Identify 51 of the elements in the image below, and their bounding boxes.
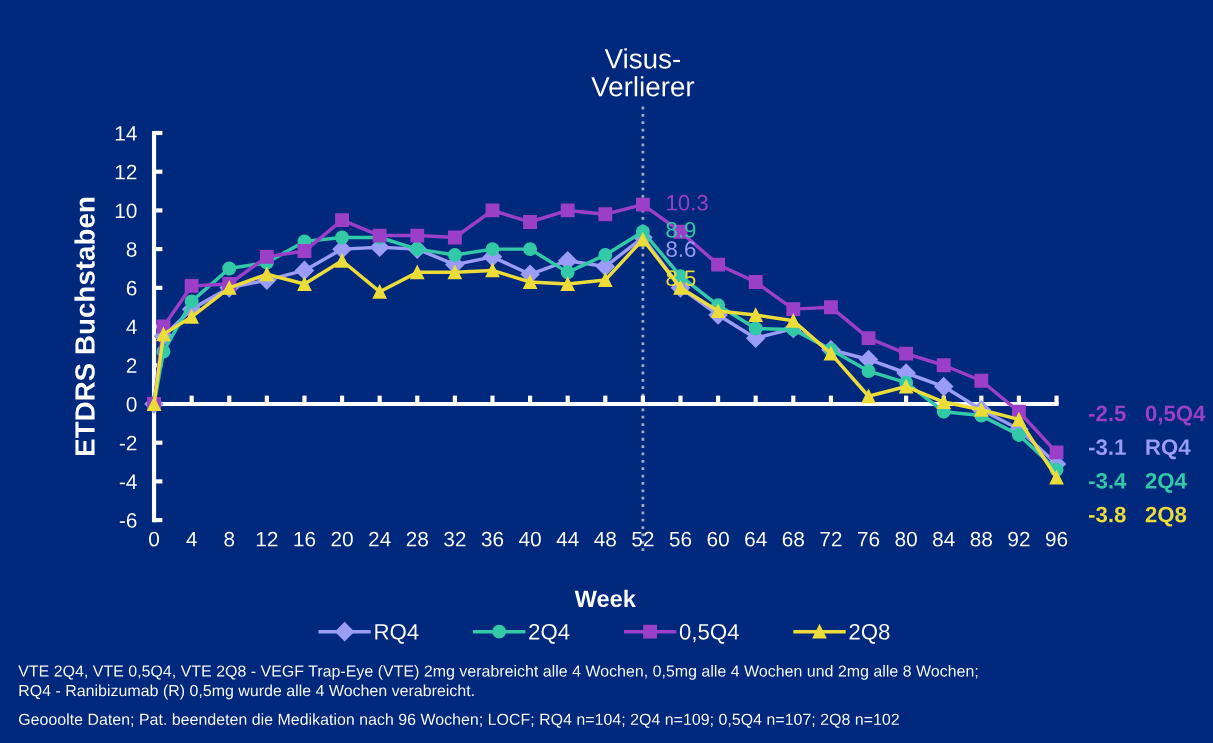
x-tick-label: 20 (331, 531, 353, 547)
text: Geooolte Daten; Pat. beendeten die Medikation nach 96 Wochen; LOCF; RQ4 n=104; 2Q4 n=109; 0,5Q4 n=107; 2Q8 n=102 (19, 713, 899, 728)
x-tick-label: 32 (444, 531, 466, 547)
x-tick-label: 48 (594, 531, 616, 547)
y-tick-label: -6 (119, 513, 137, 528)
x-tick-label: 16 (294, 531, 316, 547)
legend-label: RQ4 (375, 623, 419, 644)
x-tick-label: 36 (481, 531, 504, 547)
data-label: 8.6 (666, 241, 696, 258)
x-tick-label: 92 (1008, 531, 1030, 547)
x-tick-label: 72 (820, 531, 842, 547)
x-tick-label: 56 (669, 531, 692, 547)
legend-label: 2Q8 (849, 623, 890, 644)
text: -2.5 0,5Q4 (1088, 405, 1206, 426)
x-tick-label: 80 (895, 531, 917, 547)
x-tick-label: 52 (632, 531, 654, 547)
ref-line-label: Visus- Verlierer (591, 48, 695, 97)
y-tick-label: 10 (115, 203, 137, 219)
x-tick-label: 76 (857, 531, 880, 547)
y-axis-title: ETDRS Buchstaben (74, 197, 95, 456)
y-tick-label: 8 (126, 242, 137, 257)
text: VTE 2Q4, VTE 0,5Q4, VTE 2Q8 - VEGF Trap-Eye (VTE) 2mg verabreicht alle 4 Wochen, 0,5mg alle 4 Wochen und 2mg alle 8 Wochen; RQ4 - Ranibizumab (R) 0,5mg wurde alle 4 Wochen verabreicht. (18, 664, 978, 700)
x-axis-title: Week (574, 589, 636, 608)
text: -3.1 RQ4 (1088, 439, 1191, 460)
y-tick-label: 6 (126, 280, 137, 296)
y-tick-label: -4 (119, 474, 137, 489)
x-tick-label: 12 (256, 531, 278, 547)
y-tick-label: 12 (115, 164, 137, 180)
y-tick-label: 0 (126, 396, 137, 412)
x-tick-label: 68 (782, 531, 804, 547)
y-tick-label: 2 (126, 358, 137, 373)
y-tick-label: -2 (119, 435, 137, 451)
y-tick-label: 4 (126, 319, 137, 335)
y-tick-label: 14 (115, 126, 137, 141)
x-tick-label: 84 (933, 531, 955, 547)
x-tick-label: 40 (518, 531, 541, 547)
text: -3.4 2Q4 (1088, 472, 1187, 493)
x-tick-label: 8 (224, 531, 235, 547)
legend-label: 2Q4 (529, 623, 570, 644)
x-tick-label: 4 (186, 531, 197, 547)
text: -3.8 2Q8 (1088, 506, 1187, 527)
x-tick-label: 24 (369, 531, 391, 547)
legend-label: 0,5Q4 (679, 623, 739, 644)
x-tick-label: 88 (970, 531, 992, 547)
x-tick-label: 28 (406, 531, 428, 547)
x-tick-label: 60 (707, 531, 729, 547)
x-tick-label: 96 (1045, 531, 1068, 547)
x-tick-label: 0 (149, 531, 160, 547)
x-tick-label: 44 (556, 531, 579, 547)
data-label: 10.3 (667, 194, 708, 211)
x-tick-label: 64 (745, 531, 767, 547)
